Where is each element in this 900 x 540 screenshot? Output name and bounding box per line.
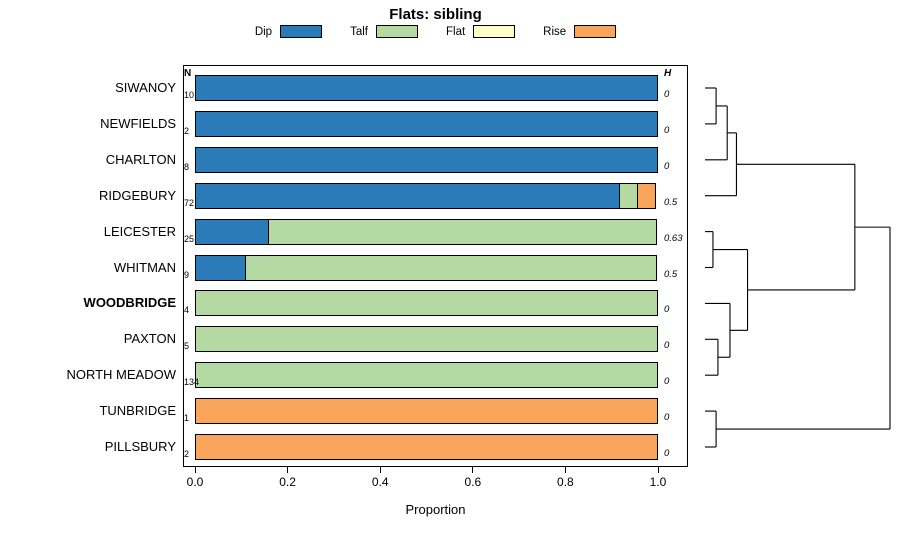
x-axis-title: Proportion	[405, 502, 466, 517]
legend-swatch-flat	[473, 25, 516, 38]
n-value-tunbridge: 1	[184, 413, 190, 424]
bar-segment-dip	[195, 146, 658, 173]
legend-item-dip: Dip	[254, 25, 323, 38]
bar-whitman	[195, 254, 658, 281]
legend-swatch-dip	[280, 25, 323, 38]
row-label-whitman: WHITMAN	[113, 259, 176, 275]
row-label-charlton: CHARLTON	[105, 151, 176, 167]
bar-tunbridge	[195, 398, 658, 425]
legend-swatch-rise	[574, 25, 617, 38]
bar-segment-talf	[195, 290, 658, 317]
x-tick-label-1.0: 1.0	[649, 475, 667, 489]
legend-label: Talf	[350, 25, 368, 38]
n-value-whitman: 9	[184, 269, 190, 280]
legend-item-flat: Flat	[445, 25, 516, 38]
h-value-charlton: 0	[664, 160, 670, 172]
x-tick-label-0.2: 0.2	[279, 475, 296, 489]
bar-segment-dip	[195, 182, 620, 209]
row-label-paxton: PAXTON	[123, 331, 176, 347]
h-value-north-meadow: 0	[664, 376, 670, 388]
x-tick-0.0	[194, 467, 196, 473]
x-tick-0.6	[472, 467, 474, 473]
x-tick-label-0.4: 0.4	[371, 475, 389, 489]
h-value-leicester: 0.63	[664, 232, 683, 244]
bar-woodbridge	[195, 290, 658, 317]
bar-segment-talf	[618, 182, 638, 209]
legend-item-rise: Rise	[543, 25, 617, 38]
row-label-pillsbury: PILLSBURY	[104, 439, 176, 454]
h-value-paxton: 0	[664, 340, 670, 352]
bar-siwanoy	[195, 75, 658, 101]
legend-swatch-talf	[375, 25, 418, 38]
bar-segment-talf	[195, 362, 658, 389]
bar-segment-talf	[268, 218, 657, 245]
h-column-header: H	[664, 68, 672, 79]
n-value-north-meadow: 134	[184, 377, 200, 388]
bar-segment-dip	[195, 110, 658, 137]
bar-newfields	[195, 110, 658, 137]
bar-segment-talf	[195, 326, 658, 353]
row-label-ridgebury: RIDGEBURY	[98, 187, 176, 203]
bar-charlton	[195, 146, 658, 173]
row-label-north-meadow: NORTH MEADOW	[66, 367, 176, 383]
n-value-newfields: 2	[184, 125, 190, 136]
h-value-tunbridge: 0	[664, 412, 670, 424]
legend-label: Dip	[254, 25, 273, 38]
chart-title: Flats: sibling	[389, 6, 482, 23]
row-label-tunbridge: TUNBRIDGE	[99, 403, 176, 419]
x-tick-0.2	[287, 467, 289, 473]
x-tick-label-0.8: 0.8	[557, 475, 574, 489]
n-value-leicester: 25	[184, 233, 195, 244]
bar-segment-dip	[195, 218, 270, 245]
bar-segment-rise	[195, 398, 658, 425]
x-tick-1.0	[657, 467, 659, 473]
h-value-pillsbury: 0	[664, 448, 670, 459]
bar-segment-dip	[195, 254, 247, 281]
row-label-newfields: NEWFIELDS	[100, 115, 176, 131]
row-label-woodbridge: WOODBRIDGE	[83, 295, 176, 311]
n-value-siwanoy: 10	[184, 90, 195, 100]
h-value-ridgebury: 0.5	[664, 196, 678, 208]
n-value-pillsbury: 2	[184, 449, 190, 459]
legend-item-talf: Talf	[350, 25, 418, 38]
bar-ridgebury	[195, 182, 658, 209]
row-label-siwanoy: SIWANOY	[115, 80, 176, 95]
h-value-woodbridge: 0	[664, 304, 670, 316]
bar-segment-rise	[195, 434, 658, 460]
x-tick-0.8	[564, 467, 566, 473]
bar-segment-dip	[195, 75, 658, 101]
legend: Dip Talf Flat Rise	[143, 25, 728, 38]
h-value-siwanoy: 0	[664, 89, 670, 100]
h-value-newfields: 0	[664, 124, 670, 136]
plot-area	[183, 65, 688, 467]
bar-pillsbury	[195, 434, 658, 460]
legend-label: Flat	[445, 25, 466, 38]
n-value-charlton: 8	[184, 161, 190, 172]
bar-leicester	[195, 218, 658, 245]
bar-segment-rise	[637, 182, 656, 209]
bar-paxton	[195, 326, 658, 353]
x-tick-0.4	[379, 467, 381, 473]
legend-label: Rise	[543, 25, 567, 38]
n-value-woodbridge: 4	[184, 305, 190, 316]
bar-segment-talf	[245, 254, 657, 281]
x-tick-label-0.6: 0.6	[464, 475, 482, 489]
n-column-header: N	[184, 68, 192, 79]
n-value-paxton: 5	[184, 341, 190, 352]
h-value-whitman: 0.5	[664, 268, 678, 280]
n-value-ridgebury: 72	[184, 197, 195, 208]
bar-north-meadow	[195, 362, 658, 389]
x-tick-label-0.0: 0.0	[186, 475, 204, 489]
row-label-leicester: LEICESTER	[103, 223, 176, 239]
